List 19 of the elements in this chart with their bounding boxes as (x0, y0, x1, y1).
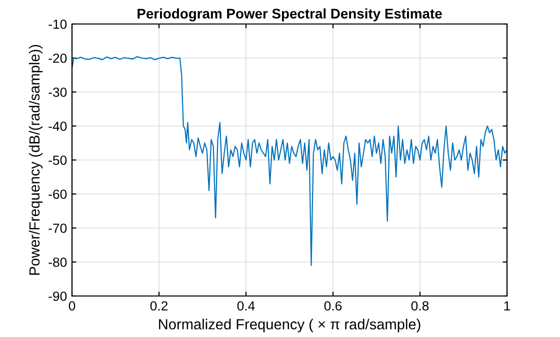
y-tick-label: -80 (48, 258, 67, 267)
x-axis-title: Normalized Frequency ( × π rad/sample) (159, 318, 420, 332)
y-tick-label: -50 (48, 156, 67, 165)
x-tick-label: 0.2 (150, 301, 168, 311)
y-axis-title: Power/Frequency (dB/(rad/sample)) (28, 45, 43, 275)
x-tick-label: 0.8 (411, 301, 429, 311)
y-tick-label: -10 (48, 20, 67, 29)
y-tick-label: -30 (48, 88, 67, 97)
y-tick-label: -20 (48, 54, 67, 63)
y-tick-label: -70 (48, 224, 67, 233)
x-tick-label: 0 (68, 301, 76, 311)
chart-title: Periodogram Power Spectral Density Estimate (138, 8, 442, 22)
y-tick-label: -90 (48, 292, 67, 301)
x-tick-label: 1 (504, 301, 510, 310)
line-series (72, 56, 507, 266)
x-tick-label: 0.4 (237, 301, 255, 311)
x-tick-label: 0.6 (324, 301, 342, 311)
y-tick-label: -60 (48, 190, 67, 199)
y-tick-label: -40 (48, 122, 67, 131)
